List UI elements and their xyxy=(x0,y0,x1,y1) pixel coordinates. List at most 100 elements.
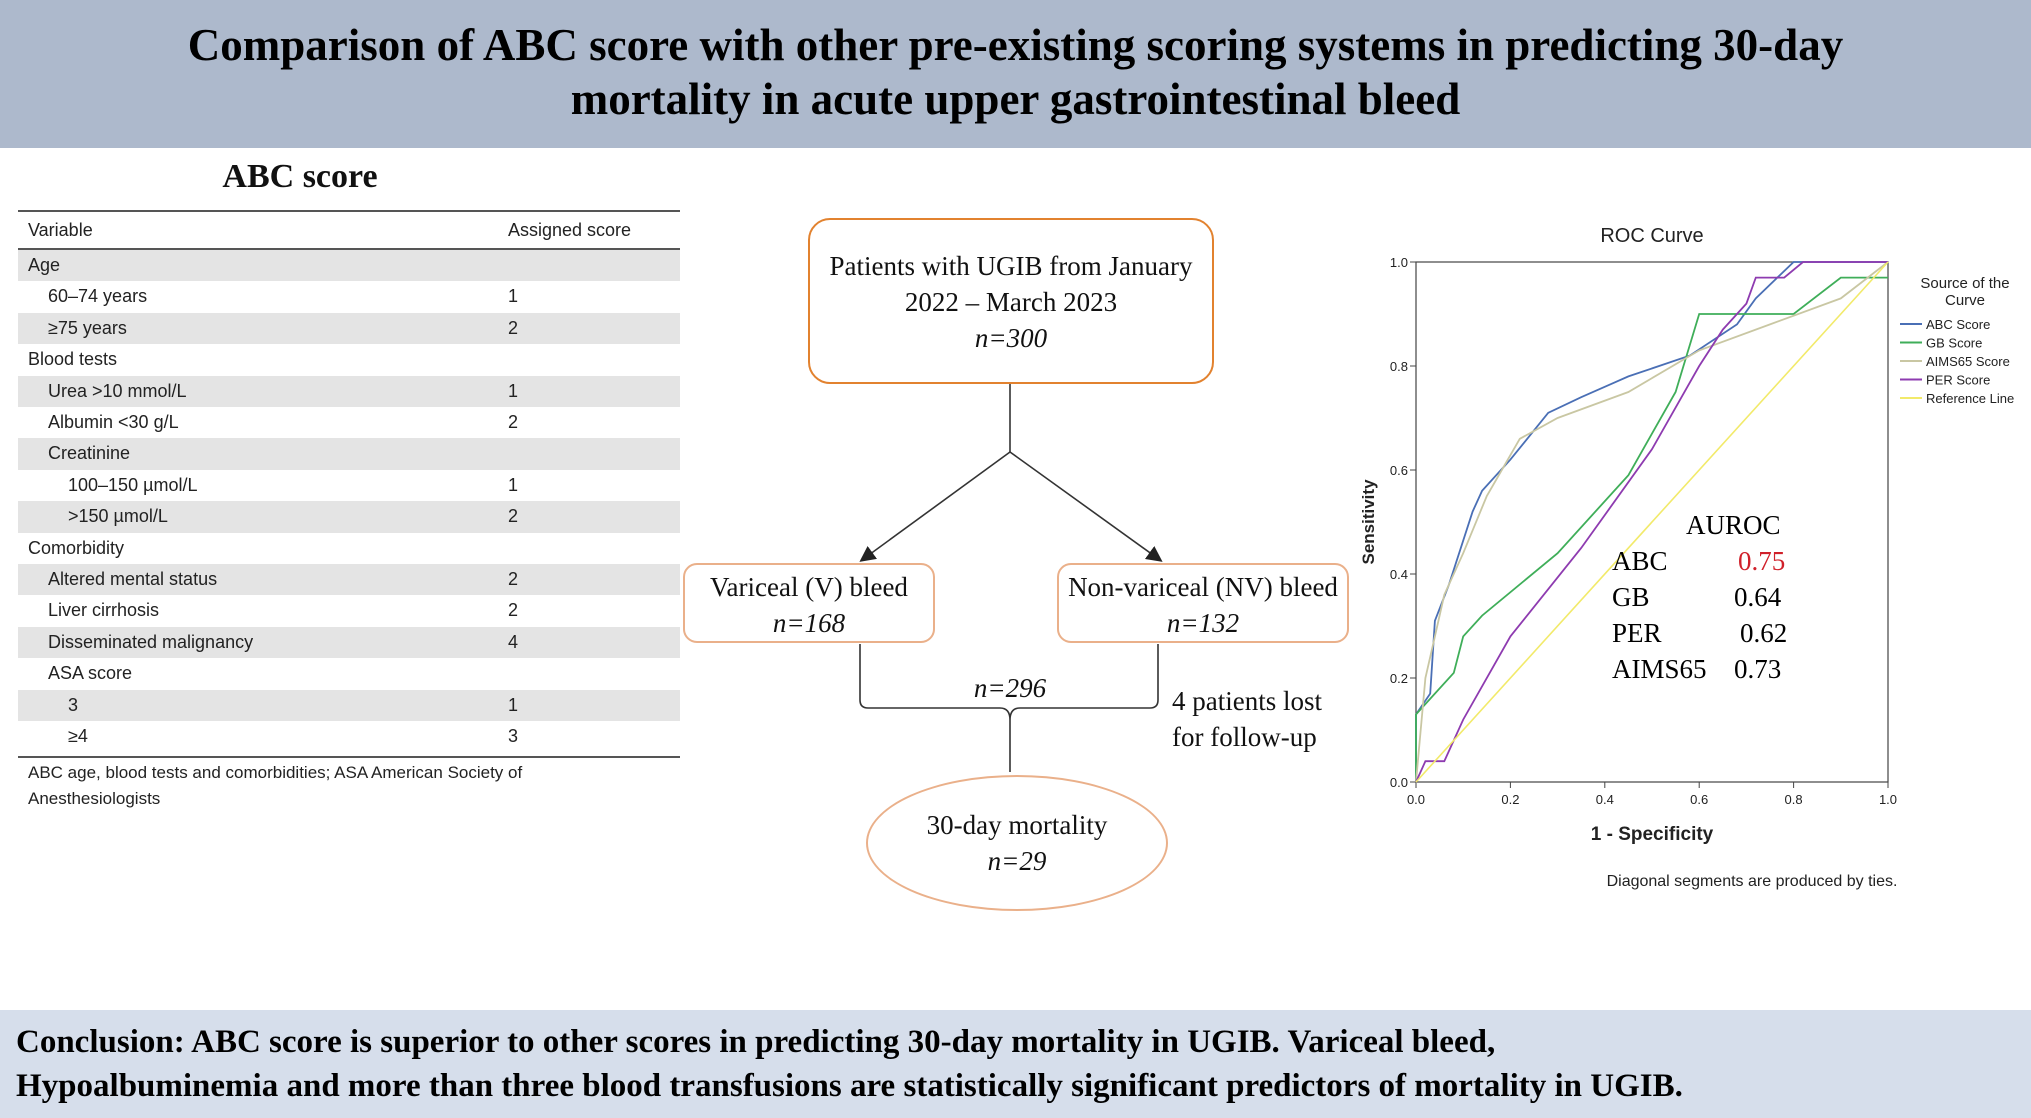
roc-chart: ROC Curve 0.0 0.2 0.4 0.6 0.8 1.0 0.0 0.2 0.4 0.6 0… xyxy=(1350,222,2030,907)
auroc-value-abc: 0.75 xyxy=(1738,546,1786,576)
table-row: ≥4 3 xyxy=(18,721,680,752)
y-tick-label: 0.0 xyxy=(1390,775,1408,790)
table-row: Altered mental status 2 xyxy=(18,564,680,596)
flow-lost-line2: for follow-up xyxy=(1172,722,1317,752)
flow-nonvariceal-box: Non-variceal (NV) bleed n=132 xyxy=(1057,563,1349,643)
table-cell-variable: Liver cirrhosis xyxy=(48,600,160,621)
legend-label: ABC Score xyxy=(1926,317,1990,332)
y-axis-label: Sensitivity xyxy=(1359,479,1378,565)
flow-root-line1: Patients with UGIB from January xyxy=(829,251,1193,281)
flow-root-line2: 2022 – March 2023 xyxy=(904,287,1118,317)
table-footnote: ABC age, blood tests and comorbidities; … xyxy=(28,760,588,812)
x-tick-label: 0.2 xyxy=(1501,792,1519,807)
y-tick-label: 0.4 xyxy=(1390,567,1408,582)
conclusion-banner: Conclusion: ABC score is superior to oth… xyxy=(0,1010,2031,1118)
table-cell-score: 2 xyxy=(508,506,519,527)
series-line-abc-score xyxy=(1415,261,1888,782)
arrow-to-variceal xyxy=(859,451,1011,562)
table-row: Liver cirrhosis 2 xyxy=(18,595,680,626)
table-cell-variable: >150 µmol/L xyxy=(68,506,168,527)
table-row: 60–74 years 1 xyxy=(18,281,680,312)
page-title-line2: mortality in acute upper gastrointestina… xyxy=(570,74,1461,124)
table-row: 100–150 µmol/L 1 xyxy=(18,470,680,501)
page-title-line1: Comparison of ABC score with other pre-e… xyxy=(187,20,1844,70)
table-row: Urea >10 mmol/L 1 xyxy=(18,375,680,407)
table-cell-variable: Creatinine xyxy=(48,443,131,464)
auroc-name-gb: GB xyxy=(1612,582,1650,612)
legend-label: GB Score xyxy=(1926,336,1982,351)
table-cell-variable: 60–74 years xyxy=(48,286,148,307)
table-cell-variable: Blood tests xyxy=(28,349,118,370)
auroc-name-abc: ABC xyxy=(1612,546,1668,576)
merge-bracket xyxy=(859,644,1159,772)
flow-lost-note: 4 patients lost for follow-up xyxy=(1172,683,1322,755)
table-cell-variable: Age xyxy=(28,255,61,275)
arrow-to-nonvariceal xyxy=(1009,451,1163,562)
table-row: ≥75 years 2 xyxy=(18,312,680,345)
x-tick-label: 0.6 xyxy=(1690,792,1708,807)
auroc-value-aims65: 0.73 xyxy=(1734,654,1782,684)
abc-table-title: ABC score xyxy=(222,158,378,195)
table-cell-score: 1 xyxy=(508,380,519,401)
col-variable-header: Variable xyxy=(28,220,93,240)
auroc-heading: AUROC xyxy=(1686,510,1781,540)
y-tick-label: 0.2 xyxy=(1390,671,1408,686)
legend-title: Source of the Curve xyxy=(1920,275,2009,309)
table-header: Variable Assigned score xyxy=(18,214,680,246)
series-line-gb-score xyxy=(1415,276,1888,782)
flow-variceal-n: n=168 xyxy=(772,608,846,638)
flow-nonvariceal-label: Non-variceal (NV) bleed xyxy=(1068,572,1338,602)
legend-label: Reference Line xyxy=(1926,391,2014,406)
flow-nonvariceal-n: n=132 xyxy=(1166,608,1240,638)
x-tick-label: 0.0 xyxy=(1407,792,1425,807)
series-line-reference-line xyxy=(1415,261,1889,783)
flow-outcome-ellipse: 30-day mortality n=29 xyxy=(866,775,1168,911)
flow-variceal-box: Variceal (V) bleed n=168 xyxy=(683,563,935,643)
x-axis-label: 1 - Specificity xyxy=(1591,824,1714,845)
table-footnote-line1: ABC age, blood tests and comorbidities; … xyxy=(28,763,523,782)
table-row: ASA score xyxy=(18,658,680,689)
flow-merged-n: n=296 xyxy=(973,673,1047,703)
table-cell-score: 4 xyxy=(508,631,519,652)
y-tick-label: 1.0 xyxy=(1390,255,1408,270)
chart-footnote: Diagonal segments are produced by ties. xyxy=(1607,873,1898,890)
table-row: Creatinine xyxy=(18,438,680,470)
flow-variceal-label: Variceal (V) bleed xyxy=(710,572,908,602)
series-line-aims65-score xyxy=(1415,261,1889,783)
auroc-value-gb: 0.64 xyxy=(1734,582,1782,612)
table-footnote-line2: Anesthesiologists xyxy=(28,789,161,808)
auroc-name-aims65: AIMS65 xyxy=(1612,654,1707,684)
flow-outcome-n: n=29 xyxy=(987,846,1047,876)
table-cell-score: 1 xyxy=(508,694,519,715)
table-row: Comorbidity xyxy=(18,533,680,564)
table-cell-variable: ≥4 xyxy=(68,726,88,746)
table-cell-score: 2 xyxy=(508,600,519,621)
table-cell-score: 1 xyxy=(508,474,519,495)
table-cell-variable: Albumin <30 g/L xyxy=(48,412,179,432)
chart-title: ROC Curve xyxy=(1600,225,1703,247)
table-row: Age xyxy=(18,250,680,282)
auroc-name-per: PER xyxy=(1612,618,1662,648)
flow-root-box: Patients with UGIB from January 2022 – M… xyxy=(808,218,1214,384)
x-tick-label: 0.8 xyxy=(1785,792,1803,807)
col-score-header: Assigned score xyxy=(508,220,632,240)
table-row: Albumin <30 g/L 2 xyxy=(18,407,680,438)
auroc-value-per: 0.62 xyxy=(1740,618,1788,648)
flow-outcome-label: 30-day mortality xyxy=(926,810,1108,840)
table-row: Disseminated malignancy 4 xyxy=(18,626,680,659)
table-cell-score: 2 xyxy=(508,569,519,589)
table-cell-score: 2 xyxy=(508,412,519,432)
table-cell-score: 2 xyxy=(508,317,519,338)
y-tick-label: 0.8 xyxy=(1390,359,1408,374)
series-line-per-score xyxy=(1415,261,1888,783)
table-row: Blood tests xyxy=(18,344,680,375)
table-cell-variable: ASA score xyxy=(48,663,133,684)
x-tick-label: 0.4 xyxy=(1596,792,1614,807)
title-banner: Comparison of ABC score with other pre-e… xyxy=(0,0,2031,148)
flow-lost-line1: 4 patients lost xyxy=(1172,686,1322,716)
legend-label: AIMS65 Score xyxy=(1926,354,2010,369)
flow-root-n: n=300 xyxy=(974,323,1048,353)
table-cell-variable: Disseminated malignancy xyxy=(48,631,254,652)
table-cell-variable: Urea >10 mmol/L xyxy=(48,380,187,401)
